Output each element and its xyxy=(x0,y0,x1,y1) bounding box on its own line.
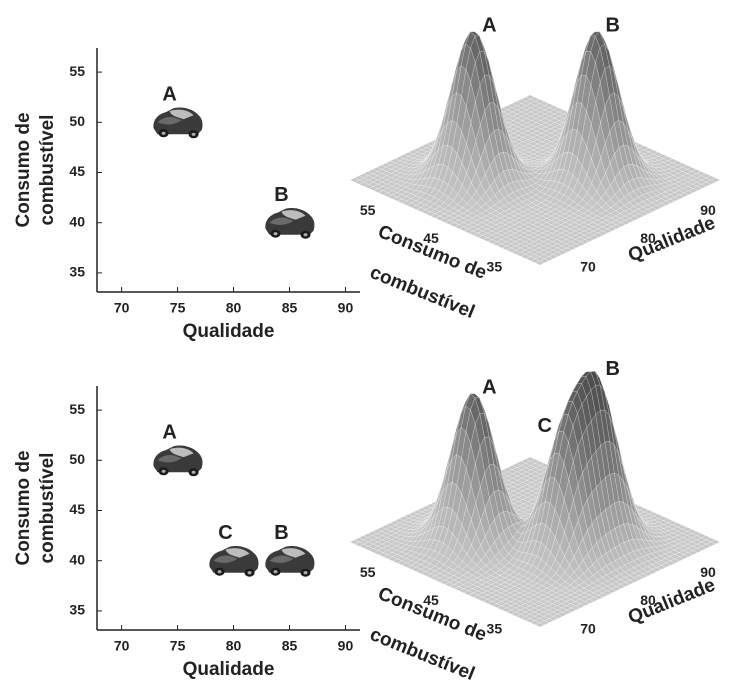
car-hub xyxy=(248,571,252,574)
x-tick-label: 85 xyxy=(282,300,298,316)
y-tick-label: 40 xyxy=(69,213,85,229)
peak-label: A xyxy=(482,377,496,399)
y-tick-label: 35 xyxy=(69,602,85,618)
car-marker xyxy=(153,108,202,139)
scatter-plot: 70 75 80 85 90 35 40 45 50 55 Qualidade Consumo dec… xyxy=(13,48,360,342)
point-label: B xyxy=(274,522,288,544)
x-axis-label: Qualidade xyxy=(183,321,275,342)
car-hub xyxy=(303,571,307,574)
y-tick-label: 45 xyxy=(69,501,85,517)
y-tick-label: 45 xyxy=(69,163,85,179)
car-hub xyxy=(192,471,196,474)
y-axis-label: Consumo de xyxy=(13,450,34,565)
car-marker xyxy=(265,546,314,577)
x-tick-label: 70 xyxy=(114,300,130,316)
x-tick-label: 90 xyxy=(338,638,354,654)
peak-label: C xyxy=(537,415,551,437)
x-tick-label: 90 xyxy=(338,300,354,316)
surface-plot: 354555708090QualidadeConsumo decombustív… xyxy=(350,358,720,685)
x-tick-label: 70 xyxy=(580,621,596,637)
point-label: C xyxy=(218,522,232,544)
y-axis-label: combustível xyxy=(37,453,58,564)
car-hub xyxy=(273,570,277,573)
x-tick-label: 70 xyxy=(114,638,130,654)
x-tick-label: 85 xyxy=(282,638,298,654)
car-hub xyxy=(218,570,222,573)
car-marker xyxy=(153,446,202,477)
car-hub xyxy=(303,233,307,236)
y-tick-label: 35 xyxy=(487,621,503,637)
peak-label: A xyxy=(482,15,496,37)
scatter-plot: 70 75 80 85 90 35 40 45 50 55 Qualidade Consumo dec… xyxy=(13,386,360,680)
y-axis-label: Consumo de xyxy=(13,112,34,227)
point-label: A xyxy=(162,84,176,106)
y-tick-label: 35 xyxy=(69,264,85,280)
car-hub xyxy=(273,232,277,235)
x-tick-label: 80 xyxy=(226,300,242,316)
car-marker xyxy=(265,208,314,239)
y-tick-label: 55 xyxy=(360,564,376,580)
car-hub xyxy=(162,132,166,135)
x-axis-label: Qualidade xyxy=(183,659,275,680)
y-tick-label: 40 xyxy=(69,551,85,567)
point-label: A xyxy=(162,422,176,444)
y-tick-label: 55 xyxy=(360,202,376,218)
car-hub xyxy=(162,470,166,473)
y-axis-label: combustível xyxy=(37,115,58,226)
x-tick-label: 75 xyxy=(170,300,186,316)
y-tick-label: 50 xyxy=(69,451,85,467)
car-hub xyxy=(192,133,196,136)
x-tick-label: 75 xyxy=(170,638,186,654)
y-tick-label: 55 xyxy=(69,401,85,417)
x-tick-label: 80 xyxy=(226,638,242,654)
y-tick-label: 55 xyxy=(69,63,85,79)
peak-label: B xyxy=(605,15,619,37)
peak-label: B xyxy=(605,358,619,380)
point-label: B xyxy=(274,184,288,206)
car-marker xyxy=(209,546,258,577)
x-tick-label: 70 xyxy=(580,259,596,275)
surface-plot: 354555708090QualidadeConsumo decombustív… xyxy=(350,15,720,323)
y-tick-label: 50 xyxy=(69,113,85,129)
y-tick-label: 35 xyxy=(487,259,503,275)
